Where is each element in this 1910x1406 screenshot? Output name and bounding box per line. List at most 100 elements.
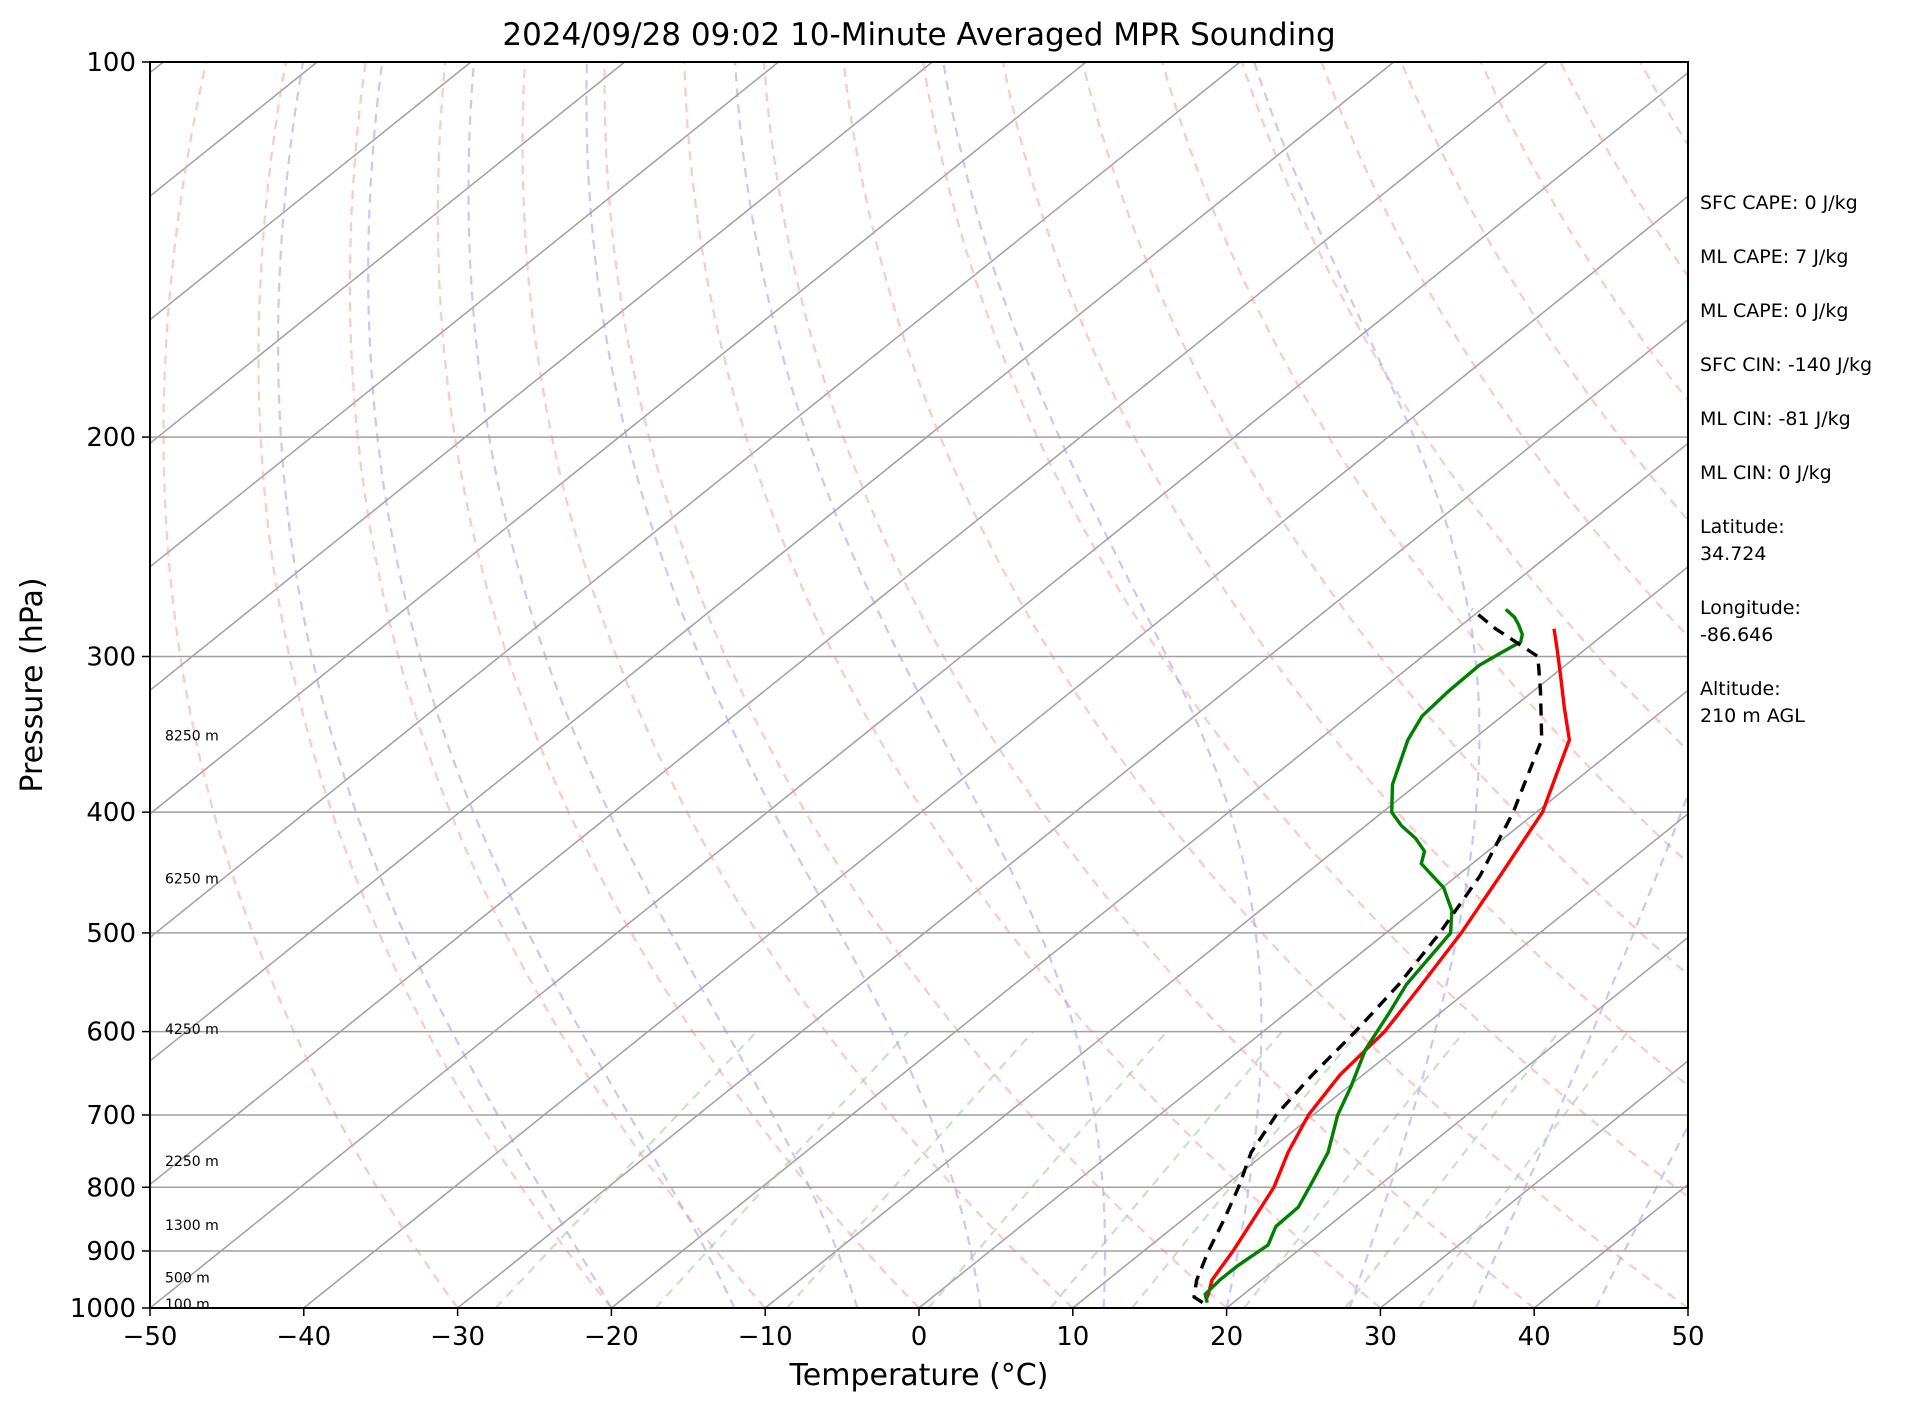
longitude-label: Longitude:	[1700, 597, 1801, 619]
stat-ml-cin: ML CIN: -81 J/kg	[1700, 408, 1851, 430]
dewpoint-trace	[1203, 608, 1525, 1303]
dry-adiabat-line	[603, 62, 1228, 1308]
x-tick-label: −30	[430, 1322, 485, 1352]
moist-adiabat-line	[1253, 62, 1481, 1308]
mixing-ratio-line	[786, 1030, 1034, 1308]
stat-ml-cape: ML CAPE: 7 J/kg	[1700, 246, 1848, 268]
stat-sfc-cape: SFC CAPE: 0 J/kg	[1700, 192, 1858, 214]
dry-adiabat-line	[1559, 62, 1688, 279]
isotherm-line	[150, 62, 1395, 1062]
x-tick-label: −10	[738, 1322, 793, 1352]
mixing-ratio-line	[1417, 1030, 1630, 1308]
isotherm-line	[150, 71, 1688, 1308]
pressure-gridlines	[150, 62, 1688, 1308]
isotherm-line	[150, 62, 1548, 1186]
y-tick-label: 300	[86, 642, 136, 672]
sounding-traces	[1192, 608, 1572, 1305]
x-tick-label: 30	[1364, 1322, 1397, 1352]
dry-adiabat-line	[521, 62, 1074, 1308]
isotherm-line	[457, 318, 1688, 1308]
isotherm-line	[150, 62, 1241, 939]
isotherm-line	[918, 689, 1688, 1308]
y-tick-label: 700	[86, 1101, 136, 1131]
chart-title: 2024/09/28 09:02 10-Minute Averaged MPR …	[502, 17, 1335, 53]
x-axis-label: Temperature (°C)	[789, 1358, 1049, 1393]
mixing-ratio-line	[1049, 1030, 1283, 1308]
isotherm-line	[150, 62, 1087, 815]
longitude-value: -86.646	[1700, 624, 1773, 646]
dry-adiabat-line	[922, 62, 1688, 1198]
moist-adiabat-line	[277, 62, 613, 1308]
moist-adiabat-line	[367, 62, 736, 1308]
isotherm-line	[1072, 812, 1688, 1308]
x-axis-ticks: −50 −40 −30 −20 −10 0 10 20 30 40 50	[123, 1308, 1705, 1352]
x-tick-label: 10	[1056, 1322, 1089, 1352]
mixing-ratio-line	[927, 1030, 1168, 1308]
dry-adiabat-line	[1240, 62, 1688, 753]
dry-adiabat-line	[683, 62, 1382, 1308]
moist-adiabat-line	[585, 62, 982, 1308]
mixing-ratio-line	[1243, 1030, 1466, 1308]
isotherm-line	[150, 62, 472, 321]
stats-panel: SFC CAPE: 0 J/kg ML CAPE: 7 J/kg ML CAPE…	[1700, 192, 1872, 727]
dry-adiabat-line	[842, 62, 1688, 1308]
height-label: 1300 m	[165, 1218, 219, 1234]
dry-adiabat-line	[1161, 62, 1688, 865]
dry-adiabat-line	[1479, 62, 1688, 403]
y-tick-label: 500	[86, 919, 136, 949]
dry-adiabat-line	[1081, 62, 1688, 977]
y-tick-label: 1000	[70, 1294, 136, 1324]
height-label: 100 m	[165, 1297, 210, 1313]
moist-adiabat-line	[1594, 1123, 1688, 1308]
height-label: 4250 m	[165, 1022, 219, 1038]
x-tick-label: 40	[1518, 1322, 1551, 1352]
moist-adiabat-line	[942, 62, 1263, 1308]
y-axis-ticks: 100 200 300 400 500 600 700 800 900 1000	[70, 48, 150, 1324]
dry-adiabat-line	[762, 62, 1535, 1308]
y-tick-label: 600	[86, 1018, 136, 1048]
height-label: 500 m	[165, 1270, 210, 1286]
isotherm-line	[150, 62, 933, 692]
dry-adiabat-line	[1320, 62, 1688, 639]
moist-adiabat-line	[1471, 791, 1688, 1308]
dry-adiabat-line	[1400, 62, 1688, 522]
dry-adiabat-line	[257, 62, 613, 1308]
stat-ml-cin-2: ML CIN: 0 J/kg	[1700, 462, 1832, 484]
y-tick-label: 400	[86, 798, 136, 828]
x-tick-label: 20	[1210, 1322, 1243, 1352]
isotherm-line	[150, 62, 779, 568]
y-tick-label: 800	[86, 1173, 136, 1203]
y-tick-label: 200	[86, 423, 136, 453]
x-tick-label: −40	[276, 1322, 331, 1352]
stat-ml-cape-2: ML CAPE: 0 J/kg	[1700, 300, 1848, 322]
height-labels: 100 m 500 m 1300 m 2250 m 4250 m 6250 m 8250 m	[165, 728, 219, 1313]
y-tick-label: 900	[86, 1237, 136, 1267]
y-tick-label: 100	[86, 48, 136, 78]
latitude-value: 34.724	[1700, 543, 1766, 565]
y-axis-label: Pressure (hPa)	[15, 577, 50, 792]
parcel-trace	[1192, 608, 1544, 1305]
isotherm-line	[610, 442, 1688, 1308]
altitude-label: Altitude:	[1700, 678, 1781, 700]
height-label: 2250 m	[165, 1154, 219, 1170]
stat-sfc-cin: SFC CIN: -140 J/kg	[1700, 354, 1872, 376]
x-tick-label: 50	[1671, 1322, 1704, 1352]
temperature-trace	[1204, 628, 1572, 1301]
x-tick-label: −50	[123, 1322, 178, 1352]
moist-adiabat-line	[467, 62, 859, 1308]
mixing-ratio-line	[654, 1030, 910, 1308]
moist-adiabat-line	[734, 62, 1107, 1308]
background-reference-lines	[150, 62, 1688, 1308]
mixing-ratio-line	[1344, 1030, 1560, 1308]
latitude-label: Latitude:	[1700, 516, 1785, 538]
dry-adiabat-line	[348, 62, 767, 1308]
isotherm-line	[1379, 1059, 1688, 1308]
isotherm-line	[1226, 936, 1688, 1308]
isotherm-line	[303, 195, 1688, 1308]
x-tick-label: −20	[584, 1322, 639, 1352]
x-tick-label: 0	[911, 1322, 928, 1352]
height-label: 8250 m	[165, 728, 219, 744]
dry-adiabat-line	[162, 62, 459, 1308]
height-label: 6250 m	[165, 871, 219, 887]
